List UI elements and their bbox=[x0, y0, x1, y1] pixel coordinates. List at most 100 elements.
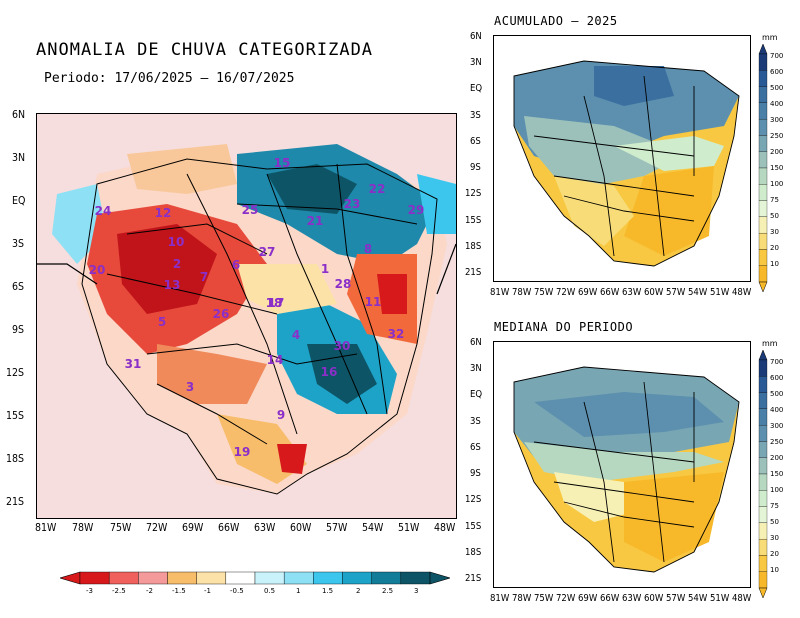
lon-tick: 81W bbox=[490, 287, 510, 298]
colorbar-label: 500 bbox=[770, 390, 784, 398]
colorbar-label: 100 bbox=[770, 180, 784, 188]
colorbar-label: -1 bbox=[204, 587, 211, 595]
colorbar-top-arrow bbox=[758, 350, 768, 361]
acumulado-map-canvas bbox=[494, 36, 750, 281]
basin-label-10: 10 bbox=[168, 235, 185, 249]
main-lat-tick: 21S bbox=[6, 496, 25, 508]
basin-label-16: 16 bbox=[321, 365, 338, 379]
colorbar-swatch bbox=[758, 555, 768, 572]
lat-tick: 9S bbox=[470, 468, 481, 479]
lon-tick: 69W bbox=[578, 287, 598, 298]
basin-label-25: 25 bbox=[242, 203, 259, 217]
mediana-map bbox=[493, 341, 751, 588]
basin-label-5: 5 bbox=[158, 315, 166, 329]
basin-label-17: 17 bbox=[268, 296, 285, 310]
colorbar-label: 50 bbox=[770, 212, 779, 220]
colorbar-swatch bbox=[758, 151, 768, 169]
basin-label-20: 20 bbox=[89, 263, 106, 277]
basin-label-24: 24 bbox=[95, 204, 112, 218]
basin-label-12: 12 bbox=[155, 206, 172, 220]
basin-label-22: 22 bbox=[369, 182, 386, 196]
lon-tick: 63W bbox=[622, 593, 642, 604]
lon-tick: 57W bbox=[666, 593, 686, 604]
lon-tick: 75W bbox=[534, 287, 554, 298]
colorbar-swatch bbox=[758, 249, 768, 266]
colorbar-swatch bbox=[758, 118, 768, 136]
lon-tick: 48W bbox=[732, 593, 752, 604]
lat-tick: 3S bbox=[470, 416, 481, 427]
main-lat-tick: EQ bbox=[12, 195, 26, 207]
colorbar-label: 1.5 bbox=[322, 587, 334, 595]
colorbar-label: 10 bbox=[770, 566, 779, 574]
lat-tick: 21S bbox=[465, 267, 482, 278]
colorbar-label: 600 bbox=[770, 68, 784, 76]
basin-label-7: 7 bbox=[200, 270, 208, 284]
colorbar-label: 75 bbox=[770, 502, 779, 510]
colorbar-label: 20 bbox=[770, 550, 779, 558]
lat-tick: 3S bbox=[470, 110, 481, 121]
lon-tick: 81W bbox=[490, 593, 510, 604]
lon-tick: 69W bbox=[578, 593, 598, 604]
main-lon-tick: 66W bbox=[218, 522, 240, 534]
colorbar-label: 700 bbox=[770, 358, 784, 366]
lon-tick: 60W bbox=[644, 287, 664, 298]
main-lon-tick: 75W bbox=[110, 522, 132, 534]
colorbar-label: 30 bbox=[770, 534, 779, 542]
basin-label-18: 18 bbox=[266, 296, 283, 310]
lat-tick: 15S bbox=[465, 215, 482, 226]
main-lat-tick: 15S bbox=[6, 410, 25, 422]
colorbar-swatch bbox=[758, 359, 768, 377]
basin-label-21: 21 bbox=[307, 214, 324, 228]
basin-label-8: 8 bbox=[364, 242, 372, 256]
acumulado-title: ACUMULADO – 2025 bbox=[494, 14, 618, 28]
colorbar-label: -1.5 bbox=[172, 587, 186, 595]
lat-tick: EQ bbox=[470, 389, 483, 400]
colorbar-right-arrow bbox=[429, 571, 450, 585]
anomaly-map: 1 2 3 4 5 6 7 8 9 10 11 12 13 14 15 16 1… bbox=[36, 113, 457, 519]
colorbar-swatch bbox=[758, 538, 768, 556]
colorbar-label: 500 bbox=[770, 84, 784, 92]
basin-label-28: 28 bbox=[335, 277, 352, 291]
colorbar-swatch bbox=[167, 571, 197, 585]
colorbar-swatch bbox=[371, 571, 402, 585]
colorbar-swatch bbox=[758, 200, 768, 218]
colorbar-label: 200 bbox=[770, 454, 784, 462]
colorbar-swatch bbox=[758, 522, 768, 540]
colorbar-swatch bbox=[758, 473, 768, 491]
colorbar-label: -2.5 bbox=[112, 587, 126, 595]
lat-tick: 12S bbox=[465, 494, 482, 505]
lat-tick: 12S bbox=[465, 188, 482, 199]
basin-label-31: 31 bbox=[125, 357, 142, 371]
colorbar-label: 2.5 bbox=[382, 587, 394, 595]
colorbar-swatch bbox=[758, 167, 768, 185]
main-lon-tick: 57W bbox=[326, 522, 348, 534]
basin-label-4: 4 bbox=[292, 328, 300, 342]
lon-tick: 51W bbox=[710, 593, 730, 604]
colorbar-swatch bbox=[758, 490, 768, 507]
lon-tick: 51W bbox=[710, 287, 730, 298]
colorbar-swatch bbox=[758, 135, 768, 152]
colorbar-label: 200 bbox=[770, 148, 784, 156]
colorbar-bottom-arrow bbox=[758, 587, 768, 598]
colorbar-label: -2 bbox=[146, 587, 153, 595]
colorbar-label: 2 bbox=[356, 587, 361, 595]
main-lon-tick: 72W bbox=[146, 522, 168, 534]
basin-label-9: 9 bbox=[277, 408, 285, 422]
lon-tick: 54W bbox=[688, 593, 708, 604]
basin-label-1: 1 bbox=[321, 262, 329, 276]
colorbar-label: 400 bbox=[770, 100, 784, 108]
main-lon-tick: 48W bbox=[434, 522, 456, 534]
colorbar-left-arrow bbox=[60, 571, 81, 585]
acumulado-unit: mm bbox=[762, 33, 778, 42]
colorbar-top-arrow bbox=[758, 44, 768, 55]
mediana-unit: mm bbox=[762, 339, 778, 348]
colorbar-swatch bbox=[758, 571, 768, 589]
main-lat-tick: 6S bbox=[12, 281, 25, 293]
lon-tick: 66W bbox=[600, 593, 620, 604]
colorbar-label: 10 bbox=[770, 260, 779, 268]
colorbar-swatch bbox=[400, 571, 431, 585]
colorbar-label: 250 bbox=[770, 132, 784, 140]
colorbar-swatch bbox=[758, 216, 768, 234]
lat-tick: 21S bbox=[465, 573, 482, 584]
lon-tick: 54W bbox=[688, 287, 708, 298]
